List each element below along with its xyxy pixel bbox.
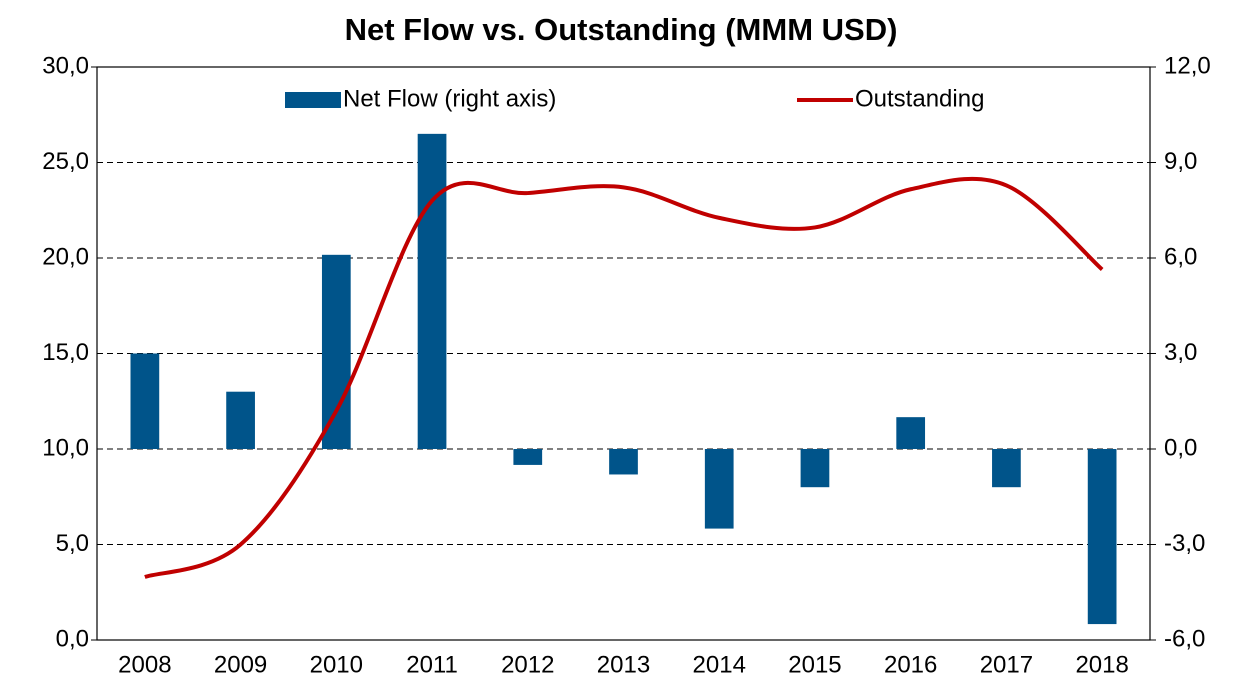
y2-tick-label: 12,0 [1164,52,1211,79]
y-tick-label: 20,0 [42,243,89,270]
bar [130,353,160,449]
x-tick-label: 2009 [214,651,267,678]
x-tick-label: 2014 [693,651,746,678]
y-tick-label: 30,0 [42,52,89,79]
bar [609,449,638,475]
bar [1087,449,1117,625]
legend-label: Outstanding [855,85,984,112]
bar [704,449,734,529]
y2-tick-label: -3,0 [1164,530,1205,557]
legend-swatch [285,92,341,108]
x-tick-label: 2011 [406,651,458,678]
y-tick-label: 25,0 [42,148,89,175]
plot-frame [96,66,1151,641]
bar [896,417,926,449]
x-tick-label: 2008 [118,651,171,678]
x-tick-label: 2015 [788,651,841,678]
bar [992,449,1021,488]
x-tick-label: 2018 [1075,651,1128,678]
x-tick-label: 2016 [884,651,937,678]
x-tick-label: 2010 [310,651,363,678]
bar [226,391,255,449]
bar [513,449,543,465]
x-tick-label: 2017 [980,651,1033,678]
y2-tick-label: -6,0 [1164,625,1205,652]
y2-tick-label: 6,0 [1164,243,1197,270]
y-tick-label: 10,0 [42,434,89,461]
bar [800,449,830,488]
chart-title: Net Flow vs. Outstanding (MMM USD) [345,12,898,47]
y-tick-label: 15,0 [42,339,89,366]
y2-tick-label: 9,0 [1164,148,1197,175]
y2-tick-label: 0,0 [1164,434,1197,461]
bar [417,133,447,449]
y-tick-label: 5,0 [56,530,89,557]
x-tick-label: 2012 [501,651,554,678]
y2-tick-label: 3,0 [1164,339,1197,366]
y-tick-label: 0,0 [56,625,89,652]
line [144,176,1104,579]
x-tick-label: 2013 [597,651,650,678]
bar [321,254,351,449]
legend-label: Net Flow (right axis) [343,85,556,112]
